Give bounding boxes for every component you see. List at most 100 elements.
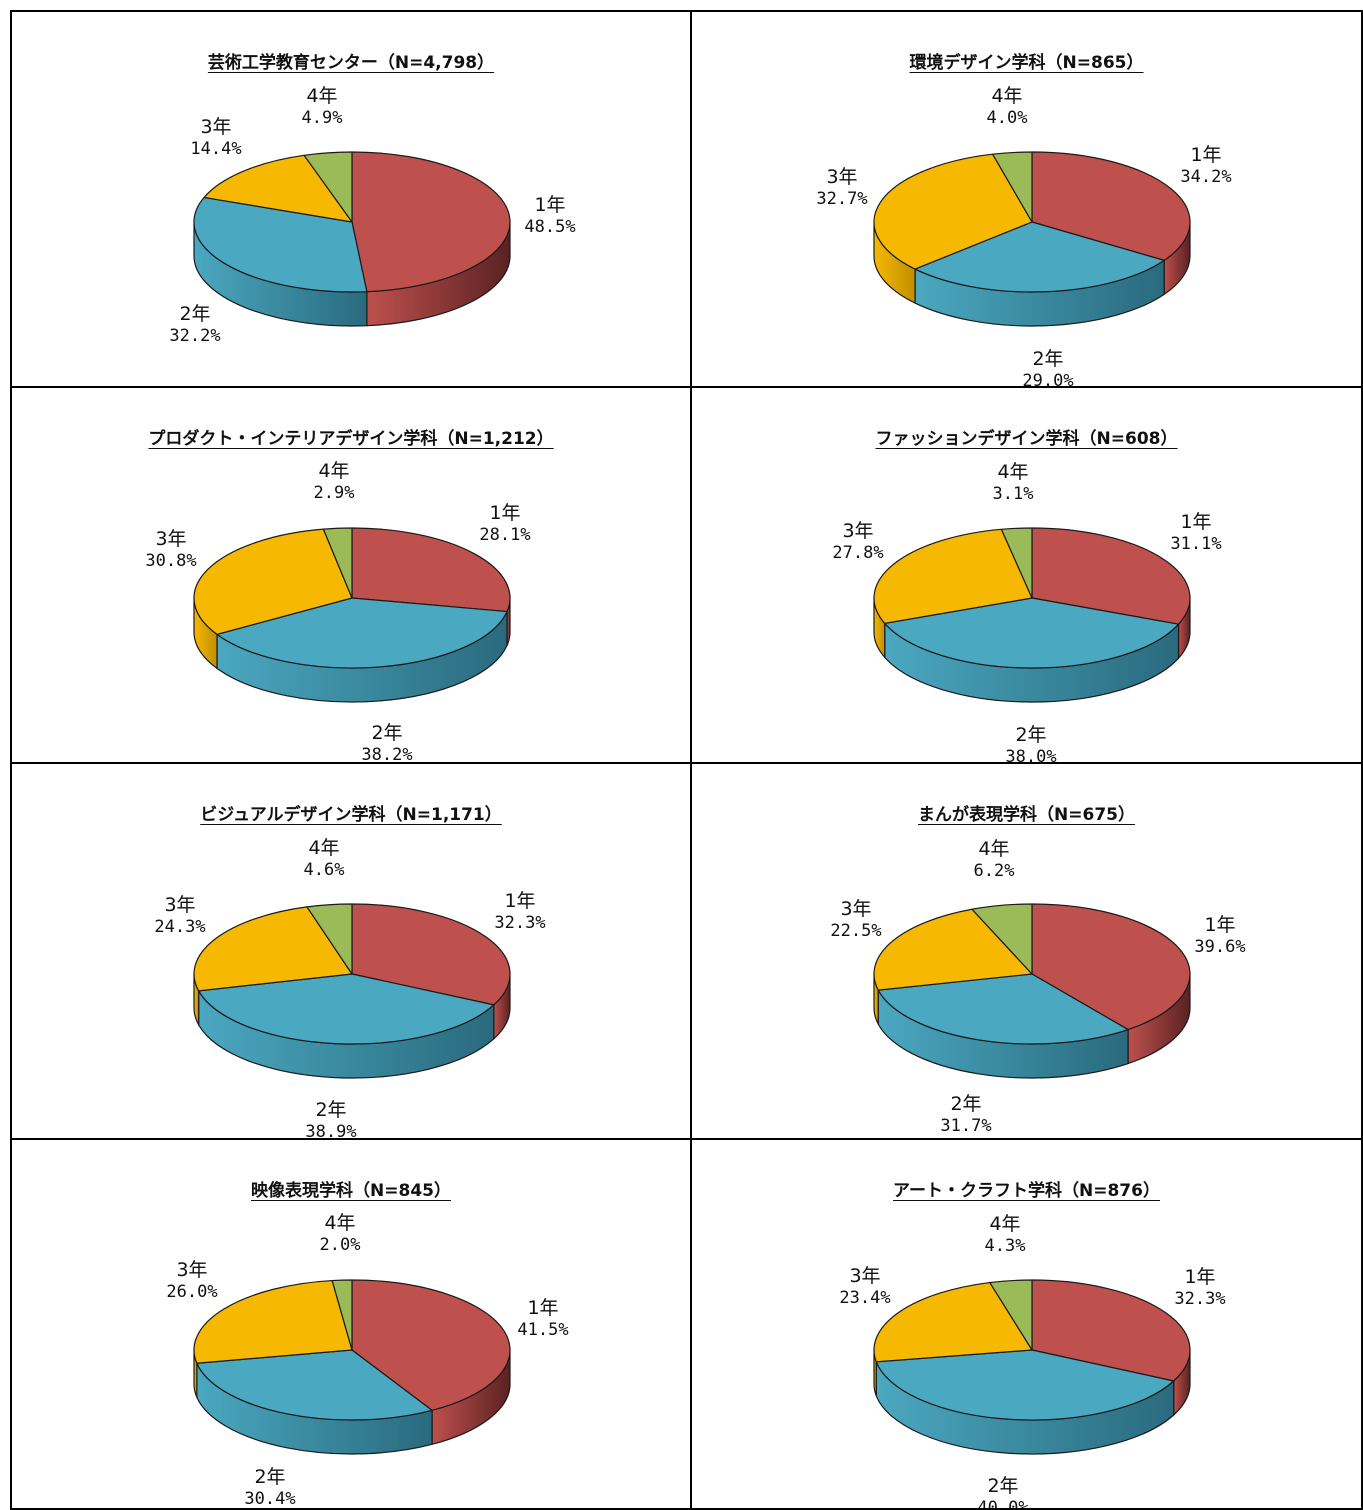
- slice-label: 1年 32.3%: [1155, 1265, 1245, 1311]
- pie-slice-3: [873, 1281, 1033, 1363]
- slice-category-label: 2年: [254, 1466, 286, 1488]
- slice-category-label: 4年: [989, 1213, 1021, 1235]
- slice-category-label: 3年: [840, 898, 872, 920]
- pie-slice-1: [351, 527, 511, 613]
- slice-label: 4年 4.9%: [277, 84, 367, 130]
- slice-value-label: 31.7%: [940, 1116, 992, 1137]
- slice-category-label: 1年: [1190, 144, 1222, 166]
- slice-category-label: 3年: [826, 166, 858, 188]
- pie-slice-3: [203, 154, 353, 223]
- chart-title: 芸術工学教育センター（N=4,798）: [12, 48, 690, 73]
- pie-slice-3: [193, 1279, 353, 1364]
- chart-title-text: ビジュアルデザイン学科（N=1,171）: [200, 805, 502, 825]
- pie-slice-2: [914, 221, 1165, 293]
- pie-slice-2: [198, 973, 495, 1045]
- slice-label: 2年 31.7%: [921, 1092, 1011, 1138]
- slice-value-label: 2.0%: [319, 1235, 361, 1256]
- slice-value-label: 2.9%: [313, 483, 355, 504]
- pie-slice-1: [1031, 1279, 1191, 1382]
- slice-value-label: 32.7%: [816, 189, 868, 210]
- slice-label: 1年 32.3%: [475, 889, 565, 935]
- slice-value-label: 30.8%: [145, 551, 197, 572]
- slice-category-label: 2年: [1015, 724, 1047, 746]
- slice-category-label: 2年: [1032, 348, 1064, 370]
- slice-label: 1年 41.5%: [498, 1296, 588, 1342]
- slice-category-label: 3年: [164, 894, 196, 916]
- pie-slice-4: [303, 151, 353, 223]
- slice-label: 2年 38.9%: [286, 1098, 376, 1140]
- slice-value-label: 40.0%: [977, 1498, 1029, 1510]
- pie-chart-svg: [873, 151, 1191, 327]
- slice-category-label: 2年: [987, 1475, 1019, 1497]
- slice-category-label: 4年: [978, 838, 1010, 860]
- pie-slice-4: [331, 1279, 353, 1351]
- slice-category-label: 2年: [371, 722, 403, 744]
- pie-slice-2: [884, 597, 1180, 669]
- slice-category-label: 2年: [950, 1093, 982, 1115]
- chart-title: 環境デザイン学科（N=865）: [692, 48, 1361, 73]
- slice-value-label: 41.5%: [517, 1320, 569, 1341]
- slice-value-label: 32.3%: [494, 913, 546, 934]
- pie-slice-4: [992, 151, 1033, 223]
- slice-value-label: 14.4%: [190, 139, 242, 160]
- slice-label: 4年 2.9%: [289, 459, 379, 505]
- slice-label: 3年 14.4%: [171, 115, 261, 161]
- slice-value-label: 39.6%: [1194, 937, 1246, 958]
- chart-title-text: 環境デザイン学科（N=865）: [909, 53, 1144, 73]
- slice-category-label: 1年: [504, 890, 536, 912]
- slice-value-label: 38.9%: [305, 1122, 357, 1140]
- pie-slice-3: [193, 528, 353, 635]
- pie-panel: ファッションデザイン学科（N=608） 1年 31.1% 2年 38.0% 3年 27.8%…: [692, 388, 1363, 764]
- slice-label: 3年 23.4%: [820, 1264, 910, 1310]
- pie-slice-1: [351, 903, 511, 1006]
- slice-category-label: 4年: [318, 460, 350, 482]
- pie-slice-1: [1031, 903, 1191, 1031]
- slice-value-label: 34.2%: [1180, 167, 1232, 188]
- slice-category-label: 3年: [176, 1259, 208, 1281]
- pie-chart-svg: [873, 1279, 1191, 1455]
- slice-value-label: 30.4%: [244, 1489, 296, 1510]
- pie-slice-3: [873, 528, 1033, 624]
- chart-title-text: 映像表現学科（N=845）: [251, 1181, 451, 1201]
- slice-label: 2年 32.2%: [150, 302, 240, 348]
- slice-value-label: 22.5%: [830, 921, 882, 942]
- slice-label: 4年 4.3%: [960, 1212, 1050, 1258]
- slice-category-label: 3年: [155, 528, 187, 550]
- pie-slice-2: [216, 597, 508, 669]
- pie-panel: 環境デザイン学科（N=865） 1年 34.2% 2年 29.0% 3年 32.7% 4年 4.…: [692, 12, 1363, 388]
- slice-label: 1年 34.2%: [1161, 143, 1251, 189]
- slice-label: 2年 38.0%: [986, 723, 1076, 764]
- pie-chart-svg: [873, 527, 1191, 703]
- chart-title: ビジュアルデザイン学科（N=1,171）: [12, 800, 690, 825]
- slice-label: 2年 38.2%: [342, 721, 432, 762]
- slice-label: 2年 40.0%: [958, 1474, 1048, 1510]
- slice-category-label: 1年: [489, 502, 521, 524]
- chart-title-text: 芸術工学教育センター（N=4,798）: [207, 53, 495, 73]
- pie-chart-svg: [193, 151, 511, 327]
- chart-title: アート・クラフト学科（N=876）: [692, 1176, 1361, 1201]
- pie-panel: アート・クラフト学科（N=876） 1年 32.3% 2年 40.0% 3年 23.4% 4年…: [692, 1140, 1363, 1510]
- pie-slice-3: [873, 153, 1033, 270]
- chart-title: プロダクト・インテリアデザイン学科（N=1,212）: [12, 424, 690, 449]
- slice-label: 4年 2.0%: [295, 1211, 385, 1257]
- slice-value-label: 4.9%: [301, 108, 343, 129]
- slice-category-label: 3年: [849, 1265, 881, 1287]
- chart-title: 映像表現学科（N=845）: [12, 1176, 690, 1201]
- pie-panel: ビジュアルデザイン学科（N=1,171） 1年 32.3% 2年 38.9% 3年 24.3…: [12, 764, 692, 1140]
- slice-category-label: 1年: [1184, 1266, 1216, 1288]
- slice-category-label: 3年: [842, 520, 874, 542]
- pie-slice-3: [873, 908, 1033, 991]
- pie-slice-1: [351, 151, 511, 293]
- slice-value-label: 48.5%: [524, 217, 576, 238]
- slice-category-label: 2年: [179, 303, 211, 325]
- slice-value-label: 38.0%: [1005, 747, 1057, 764]
- slice-category-label: 4年: [308, 837, 340, 859]
- slice-label: 2年 30.4%: [225, 1465, 315, 1510]
- slice-value-label: 29.0%: [1022, 371, 1074, 388]
- slice-label: 1年 28.1%: [460, 501, 550, 547]
- slice-label: 3年 32.7%: [797, 165, 887, 211]
- slice-value-label: 31.1%: [1170, 534, 1222, 555]
- slice-label: 2年 29.0%: [1003, 347, 1093, 388]
- chart-grid: 芸術工学教育センター（N=4,798） 1年 48.5% 2年 32.2% 3年 14.4%…: [10, 10, 1363, 1510]
- slice-category-label: 2年: [315, 1099, 347, 1121]
